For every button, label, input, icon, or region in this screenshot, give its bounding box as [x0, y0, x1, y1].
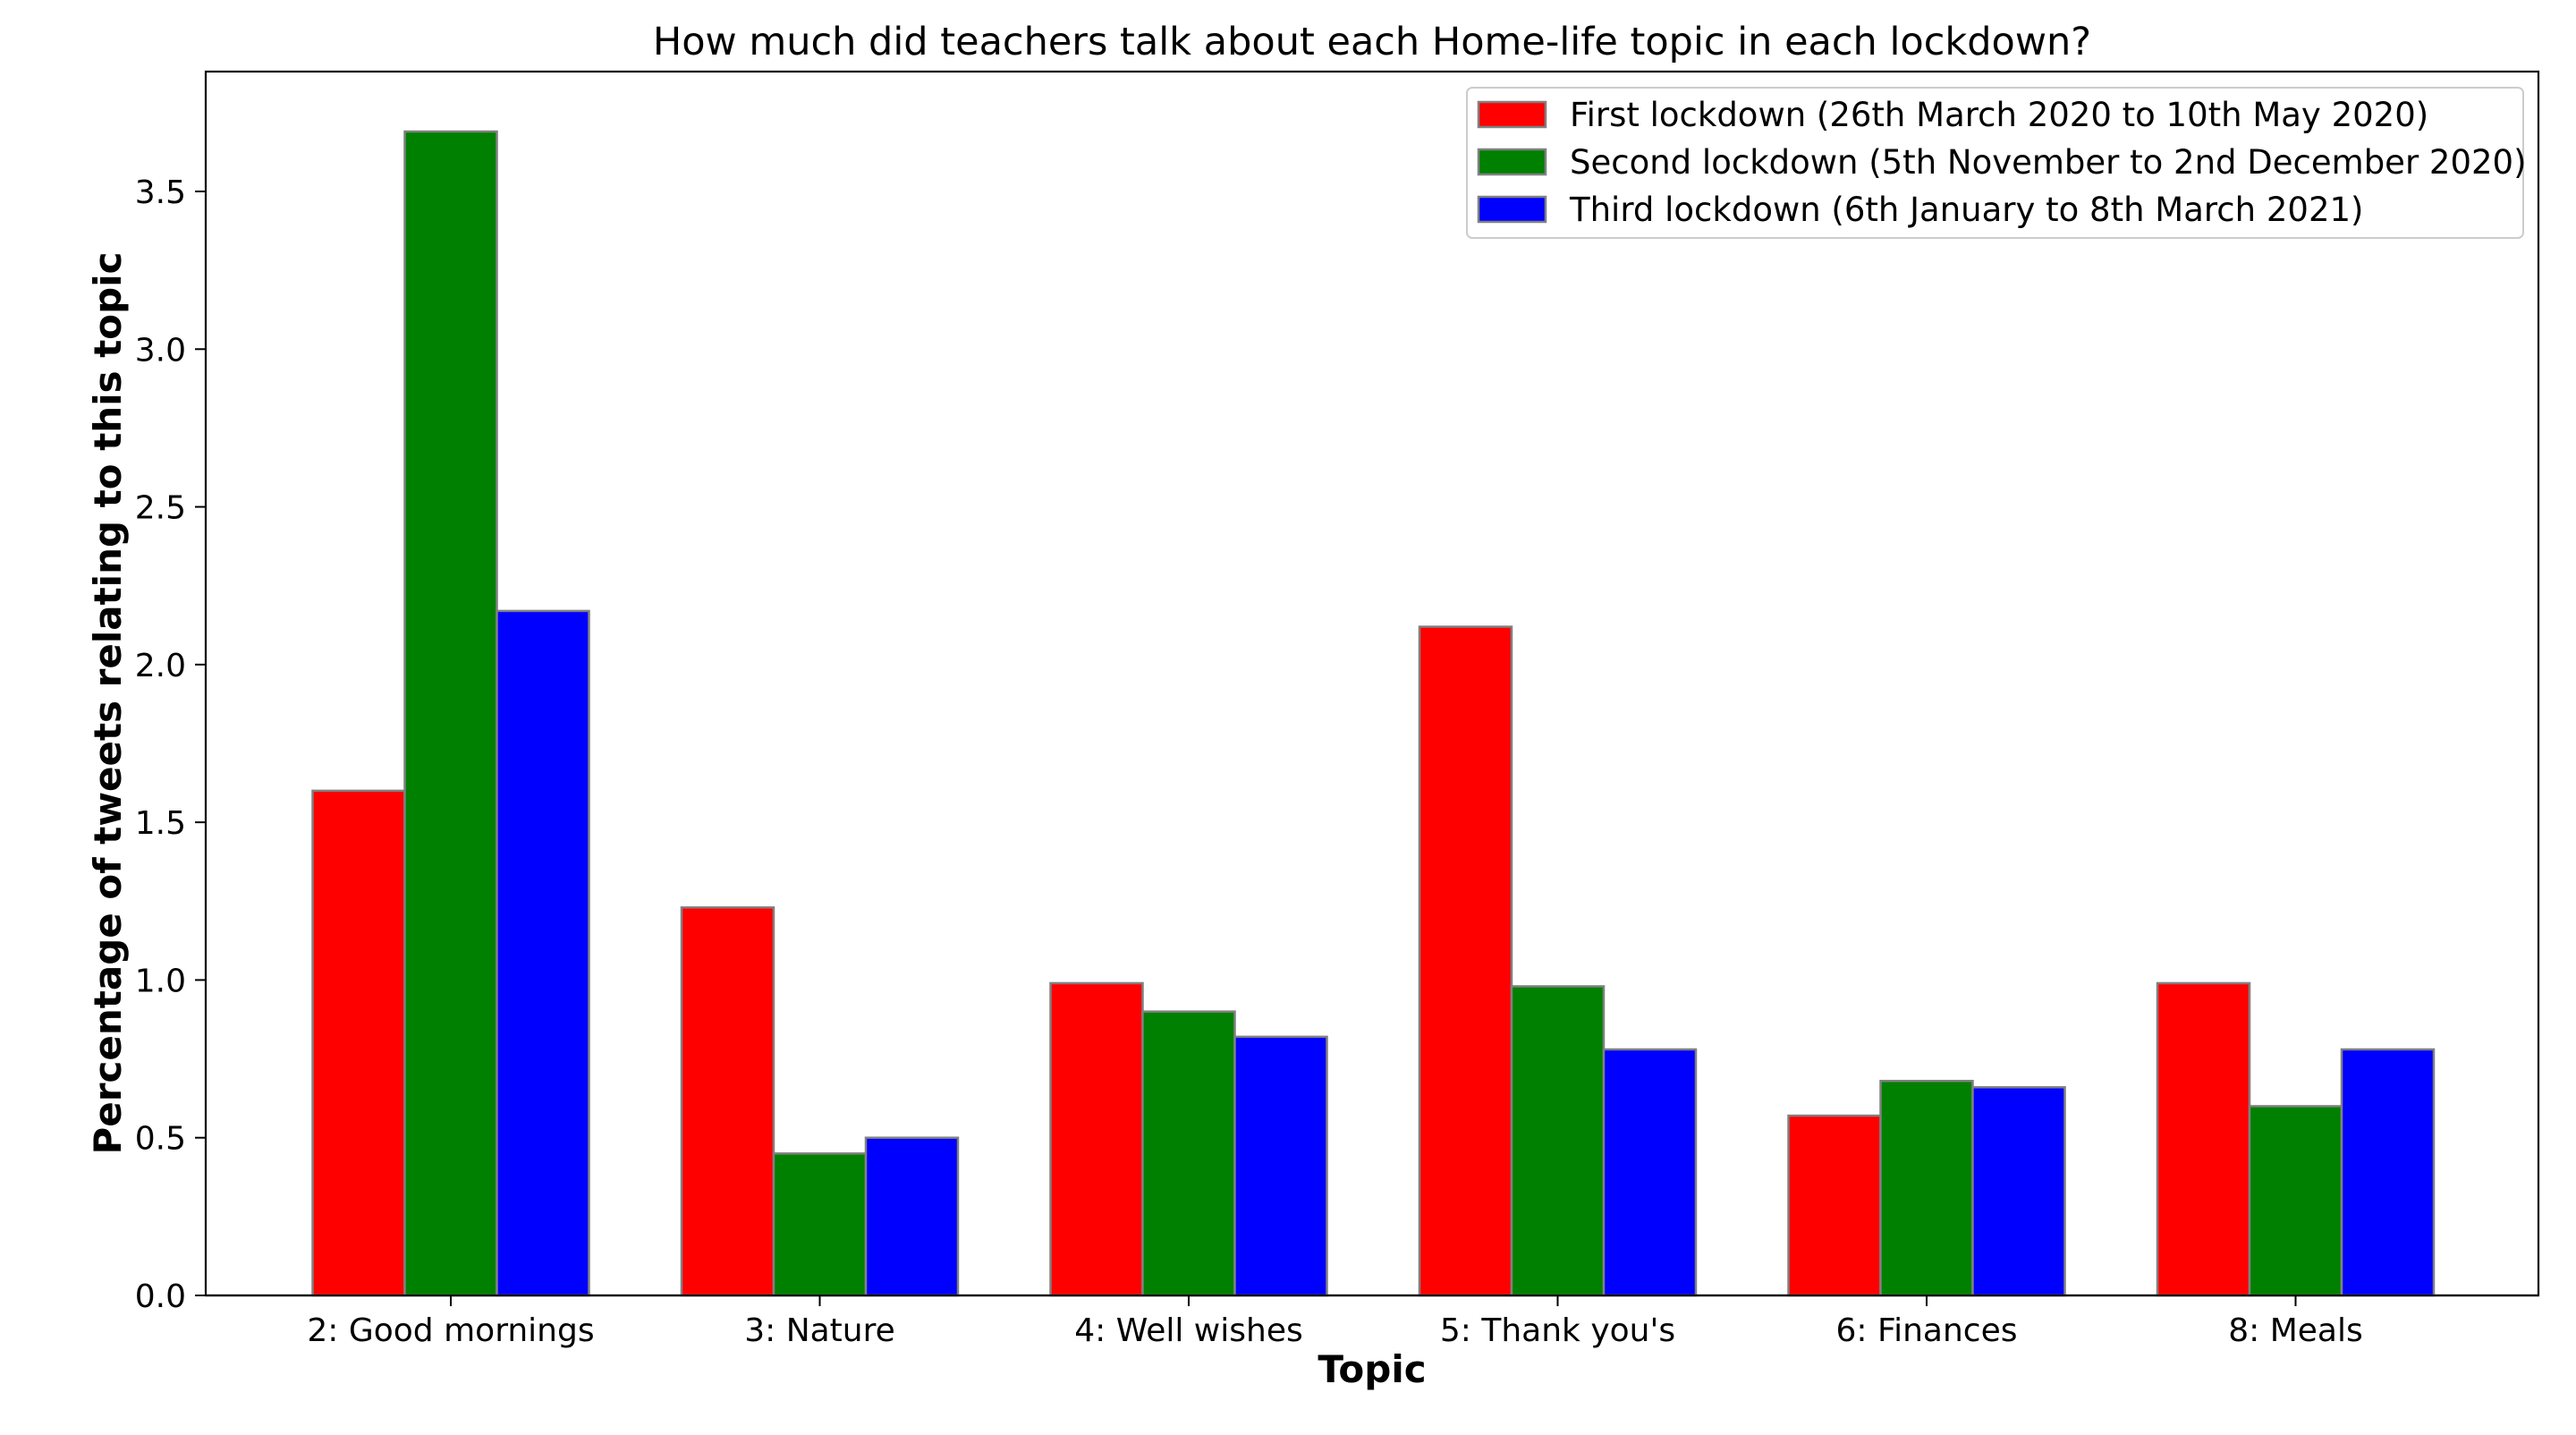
legend-label-2: Second lockdown (5th November to 2nd Dec… — [1570, 143, 2527, 182]
bar-series2-cat6 — [2248, 1105, 2343, 1297]
bar-series3-cat4 — [1602, 1048, 1698, 1297]
x-tick-label: 3: Nature — [744, 1312, 895, 1349]
bar-series2-cat1 — [403, 130, 498, 1297]
x-axis-label: Topic — [1318, 1347, 1426, 1391]
y-tick-label: 0.0 — [135, 1278, 186, 1315]
bar-series3-cat3 — [1233, 1035, 1328, 1297]
y-tick-label: 0.5 — [135, 1121, 186, 1158]
bar-series1-cat4 — [1418, 625, 1513, 1297]
legend-label-3: Third lockdown (6th January to 8th March… — [1569, 191, 2363, 229]
bar-series2-cat5 — [1879, 1079, 1974, 1297]
y-tick-label: 1.5 — [135, 805, 186, 842]
legend-swatch-3 — [1477, 195, 1547, 224]
bar-series3-cat1 — [496, 609, 590, 1297]
x-tick-label: 8: Meals — [2228, 1312, 2363, 1349]
x-tick-label: 5: Thank you's — [1440, 1312, 1675, 1349]
bar-series1-cat1 — [311, 789, 406, 1297]
legend-swatch-1 — [1477, 100, 1547, 129]
bar-series1-cat6 — [2156, 981, 2251, 1297]
y-axis: 0.0 0.5 1.0 1.5 2.0 2.5 3.0 3.5 — [135, 174, 206, 1315]
bars-group — [206, 130, 2538, 1297]
bar-series2-cat4 — [1510, 985, 1606, 1297]
x-tick-label: 4: Well wishes — [1074, 1312, 1302, 1349]
x-tick-label: 2: Good mornings — [307, 1312, 594, 1349]
y-tick-label: 3.5 — [135, 174, 186, 211]
x-tick-label: 6: Finances — [1836, 1312, 2018, 1349]
bar-series1-cat2 — [680, 906, 775, 1297]
y-tick-label: 2.0 — [135, 648, 186, 684]
y-tick-label: 2.5 — [135, 490, 186, 527]
bar-series3-cat6 — [2340, 1048, 2436, 1297]
bar-series1-cat3 — [1049, 981, 1144, 1297]
y-tick-label: 1.0 — [135, 963, 186, 999]
chart-title: How much did teachers talk about each Ho… — [653, 20, 2091, 64]
bar-series1-cat5 — [1787, 1114, 1882, 1297]
legend-swatch-2 — [1477, 148, 1547, 176]
bar-series2-cat2 — [772, 1152, 868, 1297]
legend: First lockdown (26th March 2020 to 10th … — [1466, 87, 2527, 239]
y-tick-label: 3.0 — [135, 332, 186, 369]
bar-series3-cat5 — [1971, 1086, 2066, 1297]
bar-series2-cat3 — [1141, 1010, 1236, 1297]
y-axis-label: Percentage of tweets relating to this to… — [86, 252, 130, 1155]
legend-box — [1466, 87, 2524, 239]
x-axis: 2: Good mornings 3: Nature 4: Well wishes 5… — [307, 1295, 2363, 1349]
bar-series3-cat2 — [864, 1136, 960, 1297]
legend-label-1: First lockdown (26th March 2020 to 10th … — [1570, 96, 2428, 134]
